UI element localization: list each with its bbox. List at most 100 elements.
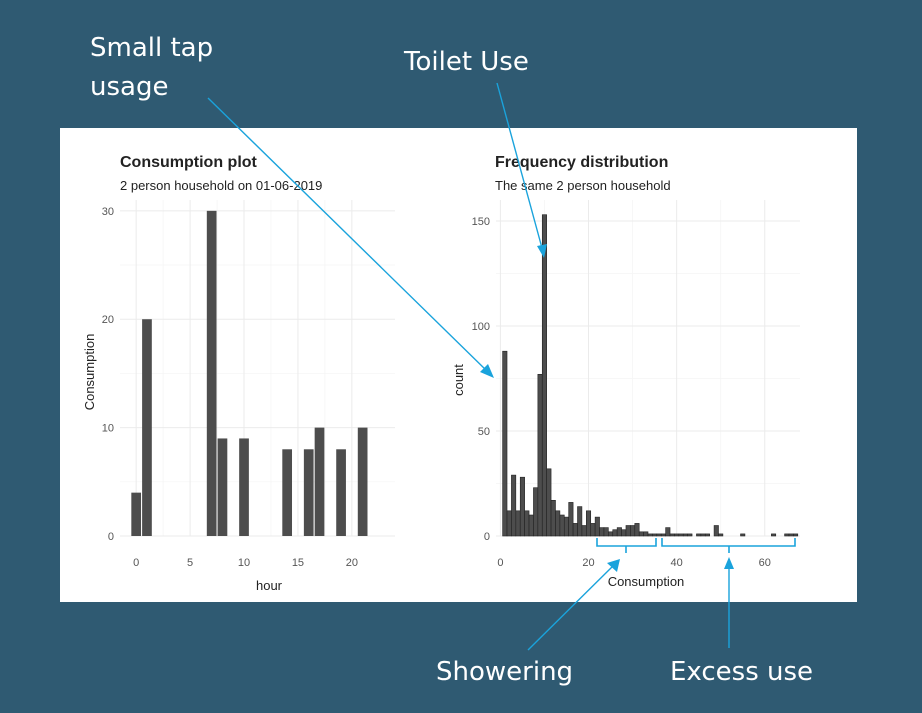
c1-bar [303,449,314,536]
c2-bar [788,533,794,537]
c2-bar [594,516,600,537]
chart2-x-axis-label: Consumption [608,574,685,589]
c1-y-tick-label: 30 [102,206,114,218]
c1-bar [336,449,346,536]
c2-x-tick-label: 20 [582,557,594,569]
chart1-title: Consumption plot [120,154,258,171]
c2-bar [603,527,609,537]
c2-bar [700,533,706,537]
c2-bar [586,510,592,537]
consumption-plot: Consumption plot 2 person household on 0… [82,154,395,593]
c2-bar [511,474,517,537]
c2-bar [656,533,662,537]
c2-y-tick-label: 50 [478,426,490,438]
c1-bar [282,449,293,536]
c2-bar [687,533,693,537]
c1-bar [206,210,217,536]
c1-bar [314,427,325,536]
showering-arrowhead-icon [607,559,620,572]
showering-brace [596,538,657,553]
c2-bar [630,525,636,537]
c2-bar [696,533,702,537]
c2-bar [771,533,777,537]
c1-bar [131,492,142,536]
c1-bar [217,438,228,536]
c2-bar [559,514,565,537]
c1-x-tick-label: 0 [133,557,139,569]
chart2-y-axis-label: count [451,364,466,396]
c2-bar [638,531,644,537]
c2-bar [599,527,605,537]
c2-bar [577,506,583,537]
c2-bar [528,514,534,537]
annotation-small-tap-line1: Small tap [90,33,213,63]
c2-x-tick-label: 0 [497,557,503,569]
c2-bar [581,525,587,537]
c2-bar [533,487,539,537]
c1-x-tick-label: 15 [292,557,304,569]
chart2-title: Frequency distribution [495,154,668,171]
c2-bar [612,529,618,537]
c2-y-tick-label: 0 [484,531,490,543]
chart1-y-axis-label: Consumption [82,334,97,411]
showering-arrow-line [527,564,615,651]
c1-bar [239,438,249,536]
chart1-x-axis-label: hour [256,578,283,593]
c2-bar [572,523,578,537]
small-tap-arrowhead-icon [480,364,494,378]
c2-bar [524,510,530,537]
c2-x-tick-label: 60 [759,557,771,569]
c2-bar [652,533,658,537]
c2-bar [608,531,614,537]
annotation-excess-use: Excess use [670,657,813,687]
c1-y-tick-label: 20 [102,314,114,326]
c2-bar [674,533,680,537]
c2-bar [541,214,547,537]
c2-bar [616,527,622,537]
chart1-subtitle: 2 person household on 01-06-2019 [120,178,322,193]
c2-bar [669,533,675,537]
c2-y-tick-label: 100 [472,321,490,333]
c2-bar [537,373,543,537]
c1-bar [357,427,368,536]
c2-bar [647,533,653,537]
c2-bar [546,468,552,537]
c2-y-tick-label: 150 [472,216,490,228]
c2-bar [704,533,710,537]
plot-panel [60,128,857,602]
c1-x-tick-label: 5 [187,557,193,569]
c2-bar [718,533,724,537]
toilet-arrowhead-icon [537,244,547,258]
annotation-toilet-use: Toilet Use [403,47,529,77]
excess-arrowhead-icon [724,557,734,569]
c2-bar [555,510,561,537]
c2-bar [568,502,574,537]
c1-y-tick-label: 0 [108,531,114,543]
c2-bar [643,531,649,537]
excess-brace [661,538,796,553]
c2-bar [506,510,512,537]
c2-bar [660,533,666,537]
small-tap-arrow-line [207,97,489,373]
c2-bar [519,476,525,537]
c2-x-tick-label: 40 [671,557,683,569]
chart2-subtitle: The same 2 person household [495,178,671,193]
c1-bar [142,319,152,536]
c2-bar [590,523,596,537]
annotations: Small tap usage Toilet Use Showering Exc… [90,33,813,687]
c2-bar [665,527,671,537]
c2-bar [621,529,627,537]
c2-bar [515,510,521,537]
c2-bar [682,533,688,537]
c2-bar [678,533,684,537]
c1-x-tick-label: 10 [238,557,250,569]
c1-x-tick-label: 20 [346,557,358,569]
c1-y-tick-label: 10 [102,423,114,435]
c2-bar [502,350,508,537]
c2-bar [634,523,640,537]
c2-bar [563,516,569,537]
annotation-small-tap-line2: usage [90,72,168,102]
c2-bar [713,525,719,537]
c2-bar [625,525,631,537]
frequency-distribution: Frequency distribution The same 2 person… [451,154,800,589]
